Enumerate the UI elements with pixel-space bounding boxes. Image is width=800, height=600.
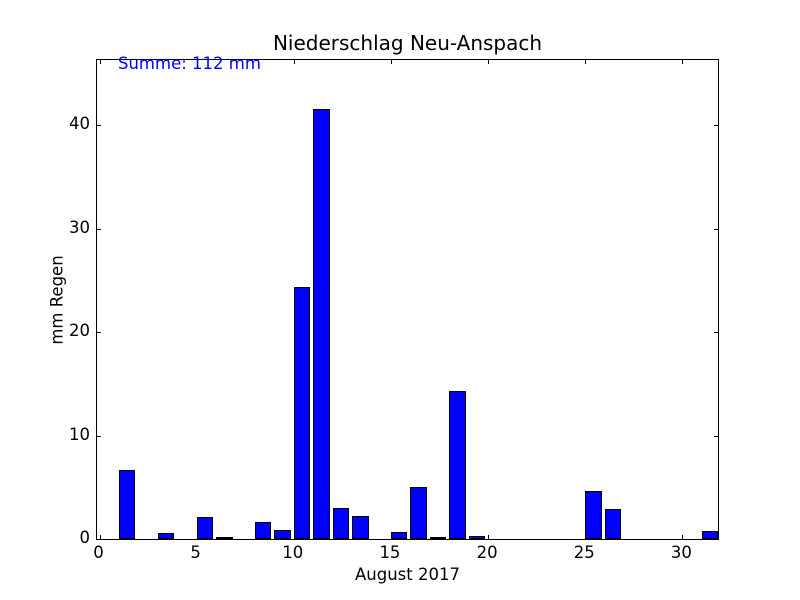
x-tick-bottom-30 [682,535,684,539]
bar-day-1 [118,469,136,539]
x-tick-bottom-0 [99,535,101,539]
x-tick-top-15 [390,60,392,64]
x-tick-label-25: 25 [573,543,595,562]
x-axis-label: August 2017 [355,565,460,584]
y-axis-label: mm Regen [47,255,67,345]
bar-day-15 [390,531,408,539]
plot-area [96,59,719,540]
y-tick-label-40: 40 [69,114,90,134]
y-tick-right-0 [714,539,718,540]
bar-day-18 [449,391,466,539]
y-tick-right-30 [714,228,718,230]
x-tick-top-5 [196,60,198,64]
y-tick-label-30: 30 [69,217,90,237]
y-tick-left-20 [97,332,101,334]
bar-day-31 [701,530,719,539]
y-tick-right-20 [714,332,718,334]
y-tick-label-20: 20 [69,321,90,341]
chart-title: Niederschlag Neu-Anspach [272,31,543,55]
x-tick-top-25 [585,60,587,64]
bar-day-5 [196,517,214,539]
bar-day-25 [585,491,602,539]
y-tick-right-40 [714,125,718,127]
bar-day-9 [274,529,291,539]
x-tick-top-0 [99,60,101,64]
x-tick-bottom-20 [488,535,490,539]
bar-day-12 [332,507,350,539]
x-tick-top-30 [682,60,684,64]
x-tick-label-15: 15 [379,543,401,562]
sum-annotation: Summe: 112 mm [118,54,261,73]
bar-day-8 [254,522,272,539]
y-tick-label-10: 10 [69,424,90,444]
y-tick-right-10 [714,435,718,437]
x-tick-top-10 [293,60,295,64]
bar-day-11 [313,108,330,539]
bar-day-16 [410,487,427,539]
x-tick-top-20 [488,60,490,64]
y-tick-left-40 [97,125,101,127]
y-tick-left-10 [97,435,101,437]
x-tick-label-30: 30 [670,543,692,562]
y-tick-left-0 [97,539,101,540]
y-tick-left-30 [97,228,101,230]
bar-day-6 [216,536,233,539]
bar-day-3 [157,532,175,539]
y-tick-label-0: 0 [79,528,91,547]
x-tick-label-20: 20 [476,543,498,562]
x-tick-label-5: 5 [190,543,201,562]
bar-day-17 [429,537,447,539]
bar-day-13 [352,516,369,539]
bar-day-10 [293,286,311,539]
x-tick-label-0: 0 [93,543,104,562]
x-tick-label-10: 10 [282,543,304,562]
bar-day-19 [468,535,486,539]
bar-day-26 [604,509,622,539]
